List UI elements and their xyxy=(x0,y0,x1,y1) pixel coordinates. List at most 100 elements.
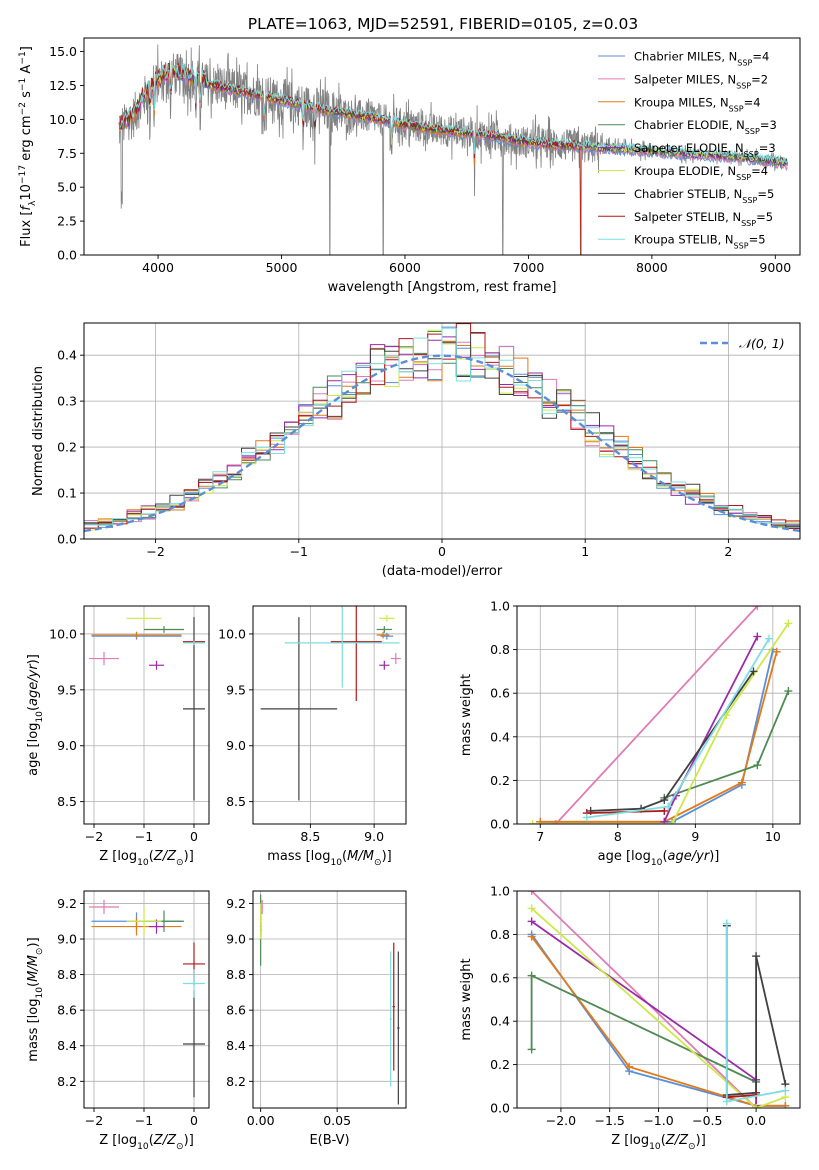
y-tick-label: 8.2 xyxy=(57,1074,77,1089)
y-axis-label: mass weight xyxy=(459,958,474,1040)
x-tick-label: 2 xyxy=(724,544,732,559)
legend-entry-label: Salpeter STELIB, NSSP=5 xyxy=(634,210,773,228)
y-tick-label: 9.0 xyxy=(57,932,77,947)
age_vs_mass-panel: 8.5 9.0 8.5 9.0 9.5 10.0 mass [log10(M/M⊙)] xyxy=(218,605,407,868)
y-tick-label: 8.6 xyxy=(57,1003,77,1018)
weight-point-marker xyxy=(660,806,669,815)
y-axis-label: mass [log10(M/M⊙)] xyxy=(26,937,45,1061)
x-axis-label: Z [log10(Z/Z⊙)] xyxy=(99,1133,194,1152)
age_vs_mass-plot-area xyxy=(260,606,401,801)
x-axis-label: wavelength [Angstrom, rest frame] xyxy=(328,280,557,295)
x-tick-label: 9 xyxy=(691,829,699,844)
x-tick-label: 7000 xyxy=(513,260,545,275)
y-axis-label: mass weight xyxy=(459,674,474,756)
y-tick-label: 8.5 xyxy=(57,794,77,809)
y-tick-label: 8.5 xyxy=(226,794,246,809)
x-tick-label: 0.00 xyxy=(247,1113,275,1128)
x-tick-label: −1 xyxy=(135,829,153,844)
spectrum-axes-frame xyxy=(83,37,801,256)
weight-point-marker xyxy=(737,778,746,787)
x-axis-label: mass [log10(M/M⊙)] xyxy=(267,849,391,868)
residuals-plot-area xyxy=(84,323,800,539)
mass_vs_ebv-plot-area xyxy=(259,894,400,1105)
weight-point-marker xyxy=(784,619,793,628)
x-tick-label: 9.0 xyxy=(364,829,384,844)
weight-point-marker xyxy=(625,1062,634,1071)
x-tick-label: 1 xyxy=(581,544,589,559)
weight-series-line xyxy=(555,606,759,824)
y-tick-label: 0.3 xyxy=(57,394,77,409)
weight-point-marker xyxy=(753,761,762,770)
x-axis-label: Z [log10(Z/Z⊙)] xyxy=(611,1133,706,1152)
weight-point-marker xyxy=(753,632,762,641)
x-tick-label: −2 xyxy=(85,1113,103,1128)
mass_vs_z-panel: −2 −1 0 8.2 8.4 8.6 8.8 9.0 9.2 Z [log10(Z/Z⊙)] ma… xyxy=(26,890,210,1152)
weight-series-line xyxy=(532,622,790,824)
weight-point-marker xyxy=(527,917,536,926)
weight_vs_age-axes-frame xyxy=(516,605,801,825)
y-tick-label: 9.2 xyxy=(57,896,77,911)
y-tick-label: 9.0 xyxy=(226,932,246,947)
y-tick-label: 0.6 xyxy=(490,686,510,701)
legend-entry-label: Chabrier MILES, NSSP=4 xyxy=(634,50,769,68)
y-tick-label: 0.6 xyxy=(490,970,510,985)
y-tick-label: 0.1 xyxy=(57,486,77,501)
model-spectrum-line xyxy=(119,65,582,255)
weight-series-line xyxy=(530,974,757,1083)
y-tick-label: 10.0 xyxy=(49,626,77,641)
y-tick-label: 0.4 xyxy=(490,1014,510,1029)
y-tick-label: 5.0 xyxy=(57,180,77,195)
age_vs_z-plot-area xyxy=(89,614,205,801)
mass_vs_ebv-axes-frame xyxy=(252,890,407,1109)
y-tick-label: 12.5 xyxy=(49,78,77,93)
spectrum-plot-area xyxy=(118,44,788,255)
x-tick-label: −0.5 xyxy=(692,1113,722,1128)
x-tick-label: −1 xyxy=(290,544,308,559)
x-tick-label: −1.5 xyxy=(595,1113,625,1128)
normal-distribution-curve xyxy=(84,354,800,533)
weight_vs_z-plot-area xyxy=(527,891,790,1108)
x-tick-label: 5000 xyxy=(266,260,298,275)
legend-entry-label: Kroupa STELIB, NSSP=5 xyxy=(634,233,766,251)
mass_vs_z-plot-area xyxy=(89,899,205,1098)
y-tick-label: 1.0 xyxy=(490,599,510,614)
age_vs_z-panel: −2 −1 0 8.5 9.0 9.5 10.0 Z [log10(Z/Z⊙)] age [lo… xyxy=(26,605,210,868)
legend-entry-label: Chabrier STELIB, NSSP=5 xyxy=(634,187,774,205)
y-tick-label: 10.0 xyxy=(218,626,246,641)
y-tick-label: 15.0 xyxy=(49,44,77,59)
weight-point-marker xyxy=(582,813,591,822)
y-tick-label: 0.8 xyxy=(490,927,510,942)
x-tick-label: 0.05 xyxy=(323,1113,351,1128)
y-axis-label: Normed distribution xyxy=(31,366,46,496)
x-tick-label: 9000 xyxy=(759,260,791,275)
y-tick-label: 8.8 xyxy=(226,967,246,982)
y-tick-label: 9.5 xyxy=(57,682,77,697)
spectrum-legend: Chabrier MILES, NSSP=4 Salpeter MILES, NS… xyxy=(598,50,777,251)
y-tick-label: 8.6 xyxy=(226,1003,246,1018)
y-tick-label: 2.5 xyxy=(57,214,77,229)
weight-point-marker xyxy=(753,606,762,610)
legend-entry-label: 𝒩(0, 1) xyxy=(739,336,785,351)
weight-point-marker xyxy=(660,817,669,824)
y-tick-label: 8.8 xyxy=(57,967,77,982)
weight-point-marker xyxy=(784,687,793,696)
residual-histogram-step xyxy=(84,327,800,539)
age_vs_z-axes-frame xyxy=(83,605,210,825)
y-axis-label: Flux [fλ10−17 erg cm−2 s−1 A−1] xyxy=(18,46,38,247)
weight-point-marker xyxy=(527,904,536,913)
y-tick-label: 0.2 xyxy=(490,773,510,788)
y-tick-label: 1.0 xyxy=(490,884,510,899)
weight-point-marker xyxy=(660,796,669,805)
weight-point-marker xyxy=(536,817,545,824)
x-tick-label: 0 xyxy=(190,829,198,844)
weight-point-marker xyxy=(527,1045,536,1054)
y-tick-label: 9.5 xyxy=(226,682,246,697)
y-tick-label: 0.2 xyxy=(57,440,77,455)
legend-entry-label: Kroupa ELODIE, NSSP=4 xyxy=(634,164,768,182)
weight-point-marker xyxy=(722,919,731,928)
weight-series-line xyxy=(540,651,778,823)
legend-entry-label: Salpeter ELODIE, NSSP=3 xyxy=(634,141,776,159)
weight-point-marker xyxy=(781,1086,790,1095)
x-tick-label: 8000 xyxy=(636,260,668,275)
x-tick-label: 6000 xyxy=(389,260,421,275)
